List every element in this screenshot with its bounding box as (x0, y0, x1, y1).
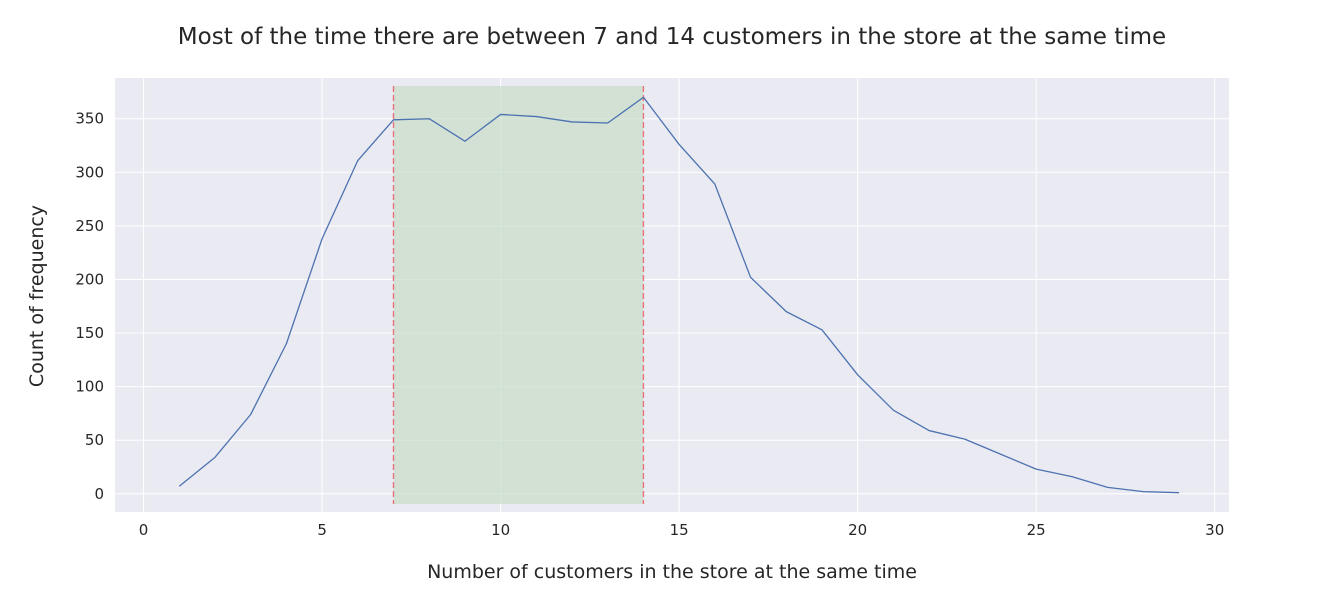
x-tick-labels: 0 5 10 15 20 25 30 (139, 521, 1224, 539)
y-gridlines (115, 118, 1229, 495)
x-tick-label: 25 (1027, 521, 1046, 539)
y-tick-labels: 0 50 100 150 200 250 300 350 (75, 110, 104, 503)
y-tick-label: 250 (75, 217, 104, 235)
y-tick-label: 150 (75, 324, 104, 342)
series-line (178, 96, 1180, 494)
series-group (178, 96, 1180, 494)
x-tick-label: 10 (491, 521, 510, 539)
x-tick-label: 5 (317, 521, 327, 539)
y-tick-label: 300 (75, 163, 104, 181)
highlight-band-group (392, 86, 645, 504)
y-tick-label: 50 (85, 431, 104, 449)
x-axis-label: Number of customers in the store at the … (427, 561, 917, 583)
chart-title: Most of the time there are between 7 and… (178, 24, 1166, 50)
x-tick-label: 0 (139, 521, 149, 539)
x-tick-label: 30 (1205, 521, 1224, 539)
x-tick-label: 15 (670, 521, 689, 539)
y-tick-label: 200 (75, 270, 104, 288)
plot-area (115, 78, 1229, 512)
y-tick-label: 0 (94, 485, 104, 503)
y-tick-label: 350 (75, 110, 104, 128)
y-tick-label: 100 (75, 378, 104, 396)
x-tick-label: 20 (848, 521, 867, 539)
y-axis-label: Count of frequency (26, 205, 48, 387)
highlight-band (393, 86, 644, 504)
